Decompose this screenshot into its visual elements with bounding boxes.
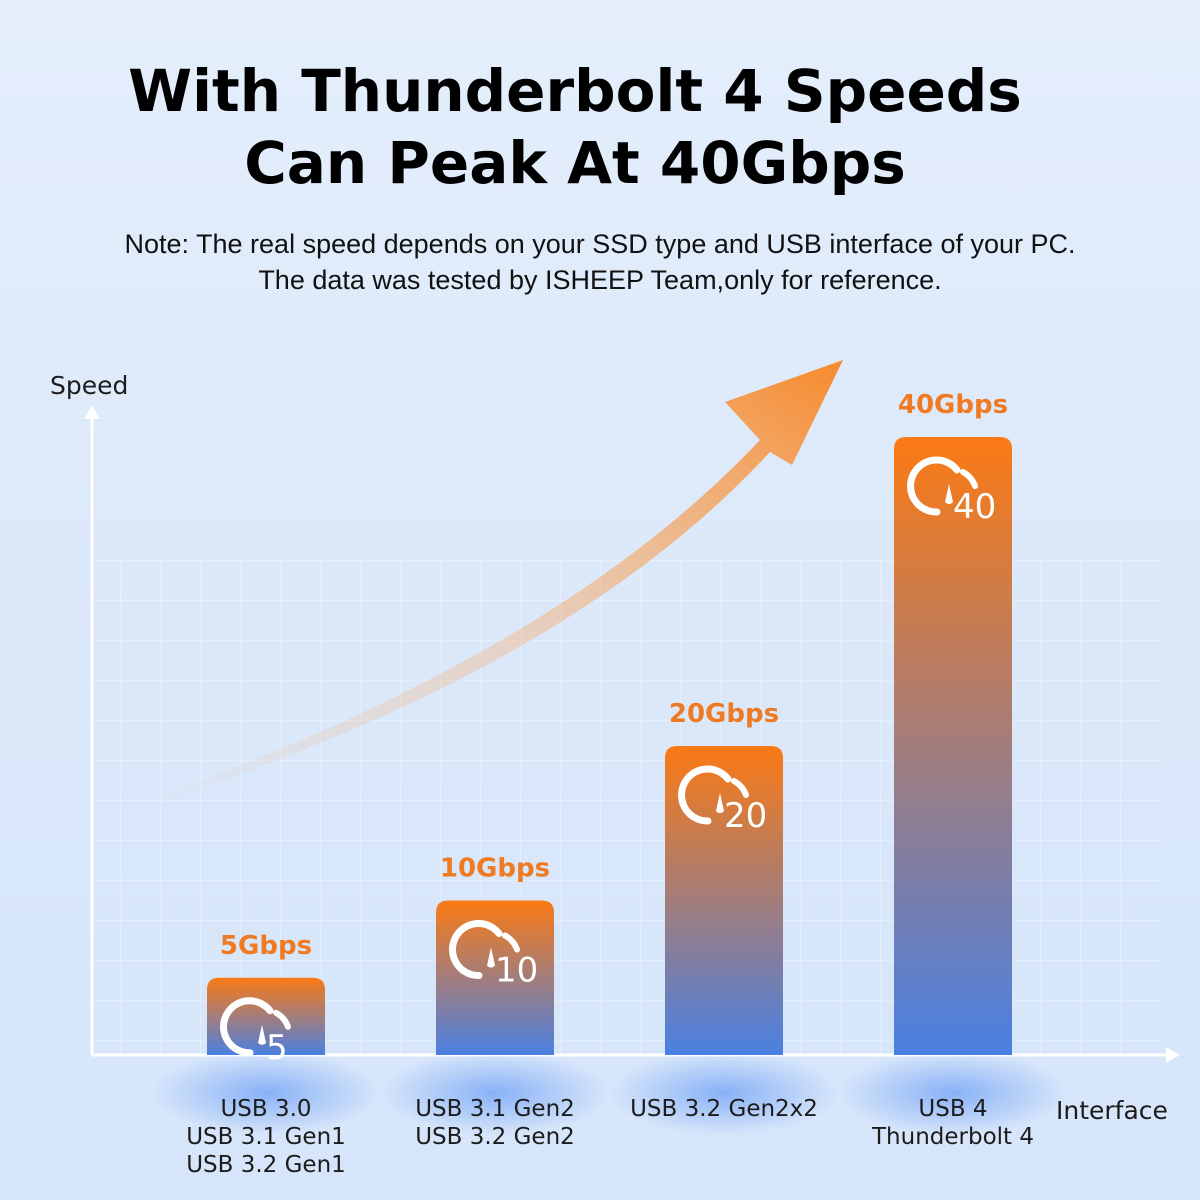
speedometer-icon: 40 <box>907 456 996 527</box>
speedometer-icon: 5 <box>220 997 291 1068</box>
gauge-needle <box>487 947 495 968</box>
icon-number: 40 <box>953 487 996 527</box>
y-axis-title: Speed <box>50 371 128 400</box>
growth-arrow <box>150 360 843 805</box>
bar <box>436 900 554 1055</box>
value-label: 10Gbps <box>440 854 550 884</box>
x-tick-label-line: Thunderbolt 4 <box>871 1124 1034 1150</box>
gauge-arc-tip <box>502 932 520 953</box>
bar <box>894 437 1012 1055</box>
x-tick-label: USB 3.0 USB 3.1 Gen1 USB 3.2 Gen1 <box>146 1095 386 1179</box>
speedometer-icon: 10 <box>449 920 538 991</box>
x-tick-label-line: USB 3.2 Gen1 <box>186 1152 346 1178</box>
gauge-arc-tip <box>273 1009 291 1030</box>
y-axis-arrowhead <box>84 405 100 419</box>
value-label: 5Gbps <box>220 931 312 961</box>
icon-number: 20 <box>724 796 767 836</box>
note-text: Note: The real speed depends on your SSD… <box>0 226 1200 298</box>
title-line-1: With Thunderbolt 4 Speeds <box>128 57 1022 125</box>
gauge-arc <box>220 997 274 1057</box>
icon-number: 5 <box>266 1028 288 1068</box>
x-tick-label: USB 3.1 Gen2 USB 3.2 Gen2 <box>375 1095 615 1151</box>
speedometer-icon: 20 <box>678 765 767 836</box>
x-tick-label: USB 4 Thunderbolt 4 <box>833 1095 1073 1151</box>
bar-glow <box>609 1051 839 1135</box>
gauge-arc-tip <box>731 778 749 798</box>
bar-glow <box>151 1051 381 1135</box>
gauge-arc <box>907 456 961 516</box>
x-axis-title: Interface <box>1056 1096 1168 1125</box>
bar <box>207 977 325 1055</box>
bar-glow <box>380 1051 610 1135</box>
gauge-needle <box>945 484 953 504</box>
value-label: 40Gbps <box>898 390 1008 420</box>
bar-glow <box>838 1051 1068 1135</box>
gauge-needle <box>716 793 724 813</box>
gauge-arc <box>678 765 732 825</box>
x-tick-label-line: USB 3.2 Gen2x2 <box>630 1096 818 1122</box>
bars: 5 10 20 40 <box>207 437 1012 1068</box>
x-tick-label-line: USB 3.2 Gen2 <box>415 1124 575 1150</box>
x-tick-label-line: USB 3.1 Gen1 <box>186 1124 346 1150</box>
note-line-1: Note: The real speed depends on your SSD… <box>124 229 1076 259</box>
gauge-arc-tip <box>960 469 978 489</box>
x-tick-label-line: USB 3.0 <box>220 1096 312 1122</box>
value-labels: 5Gbps 10Gbps 20Gbps 40Gbps <box>220 390 1008 961</box>
title-line-2: Can Peak At 40Gbps <box>244 129 906 197</box>
x-tick-label: USB 3.2 Gen2x2 <box>604 1095 844 1123</box>
x-tick-label-line: USB 3.1 Gen2 <box>415 1096 575 1122</box>
gauge-arc <box>449 920 503 980</box>
x-tick-label-line: USB 4 <box>918 1096 988 1122</box>
bar <box>665 746 783 1055</box>
icon-number: 10 <box>495 951 538 991</box>
page-title: With Thunderbolt 4 Speeds Can Peak At 40… <box>0 55 1150 199</box>
value-label: 20Gbps <box>669 699 779 729</box>
x-axis-arrowhead <box>1166 1047 1180 1063</box>
bar-base-glows <box>151 1051 1068 1135</box>
gauge-needle <box>258 1024 266 1045</box>
note-line-2: The data was tested by ISHEEP Team,only … <box>258 265 942 295</box>
